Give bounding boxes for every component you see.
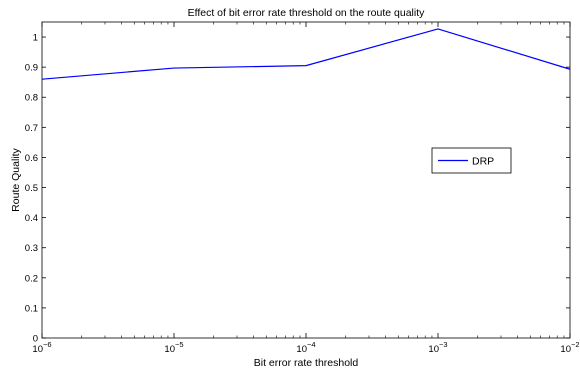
y-tick-label: 0.7 [25, 123, 38, 134]
legend: DRP [431, 147, 512, 174]
y-tick-label: 0.4 [25, 213, 38, 224]
x-tick-label: 10−6 [32, 340, 51, 355]
x-tick-label: 10−2 [560, 340, 579, 355]
x-tick-label: 10−5 [164, 340, 183, 355]
y-tick-label: 0.6 [25, 153, 38, 164]
y-tick-label: 0.9 [25, 63, 38, 74]
y-tick-label: 0.5 [25, 183, 38, 194]
y-axis-label: Route Quality [10, 147, 22, 211]
y-tick-label: 0 [33, 334, 38, 345]
series-layer [41, 28, 571, 80]
x-tick-label: 10−3 [428, 340, 447, 355]
y-tick-label: 0.1 [25, 303, 38, 314]
plot-background [42, 22, 570, 338]
plot-frame [41, 21, 571, 339]
chart-title: Effect of bit error rate threshold on th… [188, 7, 426, 19]
legend-label-drp: DRP [472, 156, 494, 168]
y-tick-label: 1 [33, 33, 38, 44]
y-tick-label: 0.2 [25, 273, 38, 284]
y-tick-label: 0.8 [25, 93, 38, 104]
x-tick-label: 10−4 [296, 340, 315, 355]
series-line-drp [41, 28, 571, 80]
y-tick-label: 0.3 [25, 243, 38, 254]
ticks-layer: 0 0.1 0.2 0.3 0.4 0.5 0.6 0.7 0.8 0.9 1 10−6 10−5 10−… [25, 22, 580, 355]
x-axis-label: Bit error rate threshold [254, 357, 359, 369]
